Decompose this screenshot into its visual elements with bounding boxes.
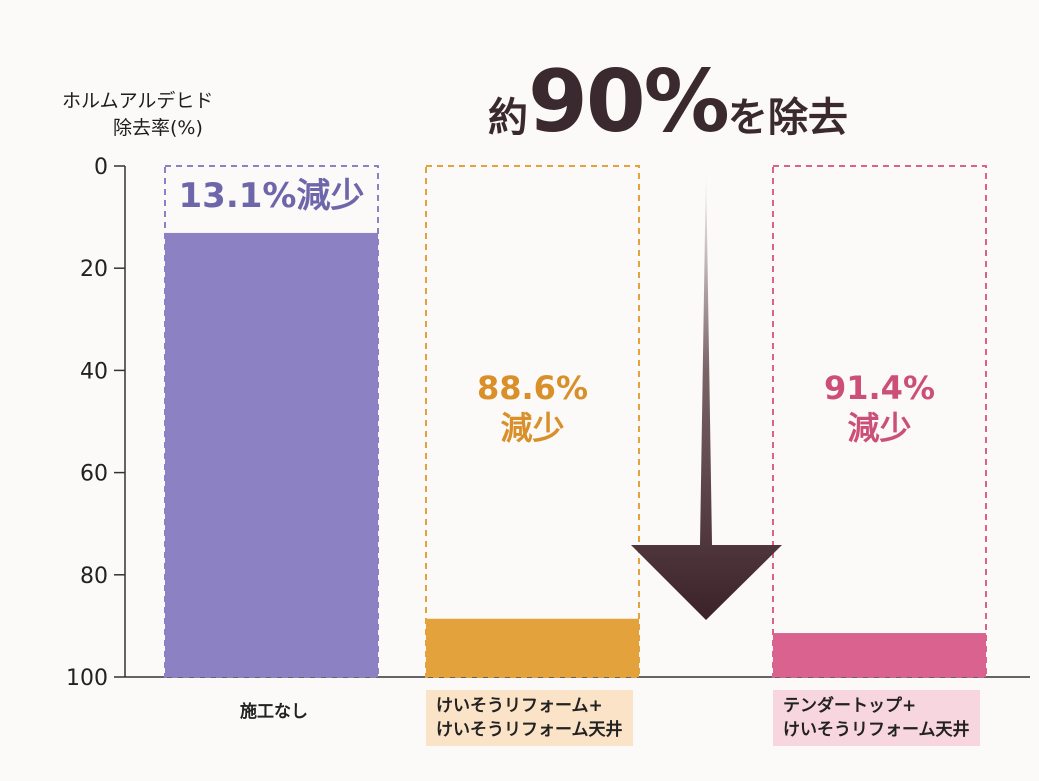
reduction-label-2-line-2: 減少 (500, 409, 565, 447)
y-tick-label-2: 40 (80, 359, 108, 384)
y-axis-label-line-2: 除去率(%) (113, 117, 203, 139)
category-label-2-line-1: けいそうリフォーム+ (436, 696, 603, 716)
category-label-1: 施工なし (240, 700, 308, 724)
bar-2 (426, 618, 639, 677)
reduction-label-3-line-1: 91.4% (823, 369, 935, 407)
reduction-label-1-line-1: 13.1%減少 (178, 176, 365, 216)
reduction-label-2-line-1: 88.6% (476, 369, 588, 407)
category-label-3-line-1: テンダートップ+ (783, 696, 917, 716)
reduction-label-3-line-2: 減少 (847, 409, 912, 447)
reduction-label-3: 91.4% 減少 (773, 368, 986, 448)
reduction-label-1: 13.1%減少 (165, 176, 378, 216)
category-label-2-line-2: けいそうリフォーム天井 (436, 720, 623, 740)
headline-suffix: を除去 (727, 95, 848, 141)
y-tick-label-5: 100 (66, 666, 108, 691)
category-label-3-line-2: けいそうリフォーム天井 (783, 720, 970, 740)
down-arrow-icon (631, 165, 782, 620)
y-tick-label-0: 0 (94, 155, 108, 180)
category-label-3: テンダートップ+ けいそうリフォーム天井 (773, 690, 980, 746)
headline: 約 90% を除去 (488, 52, 848, 152)
category-label-2: けいそうリフォーム+ けいそうリフォーム天井 (426, 690, 633, 746)
headline-number: 90% (528, 52, 730, 152)
headline-prefix: 約 (488, 95, 528, 141)
reduction-label-2: 88.6% 減少 (426, 368, 639, 448)
bar-3 (773, 633, 986, 677)
y-tick-label-4: 80 (80, 564, 108, 589)
y-tick-label-1: 20 (80, 257, 108, 282)
y-tick-label-3: 60 (80, 462, 108, 487)
category-label-1-line-1: 施工なし (240, 702, 308, 722)
bar-1 (165, 232, 378, 678)
y-axis-label-line-1: ホルムアルデヒド (62, 90, 214, 112)
